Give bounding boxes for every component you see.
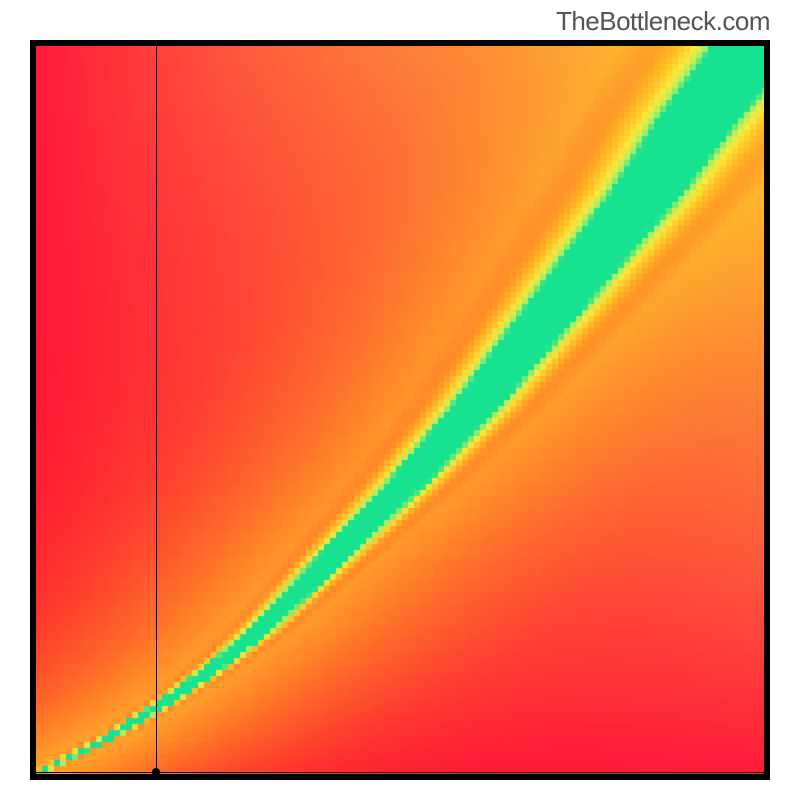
crosshair-vertical — [156, 46, 157, 774]
plot-frame — [30, 40, 770, 780]
plot-area — [36, 46, 764, 774]
chart-container: TheBottleneck.com — [0, 0, 800, 800]
heatmap-canvas — [36, 46, 764, 774]
crosshair-marker — [152, 768, 160, 776]
source-watermark: TheBottleneck.com — [556, 6, 770, 37]
crosshair-horizontal — [36, 772, 764, 773]
